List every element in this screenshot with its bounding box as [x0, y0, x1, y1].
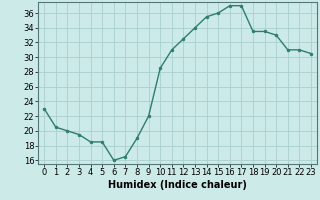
X-axis label: Humidex (Indice chaleur): Humidex (Indice chaleur)	[108, 180, 247, 190]
